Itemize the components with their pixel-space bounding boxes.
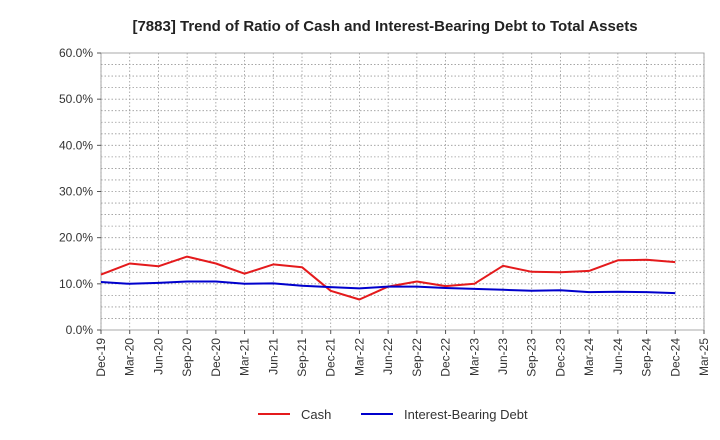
- x-tick-label: Jun-20: [151, 338, 165, 375]
- x-tick-label: Sep-23: [525, 338, 539, 377]
- y-tick-label: 20.0%: [59, 231, 93, 245]
- x-tick-label: Jun-23: [496, 338, 510, 375]
- x-tick-label: Dec-22: [439, 338, 453, 377]
- x-tick-label: Sep-20: [180, 338, 194, 377]
- x-tick-label: Mar-23: [467, 338, 481, 376]
- x-tick-label: Dec-20: [209, 338, 223, 377]
- x-tick-label: Dec-19: [94, 338, 108, 377]
- series-line-interest-bearing-debt: [100, 280, 676, 295]
- x-tick-label: Mar-24: [582, 338, 596, 376]
- legend-label-cash: Cash: [301, 407, 331, 422]
- y-tick-label: 40.0%: [59, 138, 93, 152]
- x-tick-label: Sep-22: [410, 338, 424, 377]
- x-tick-label: Dec-21: [324, 338, 338, 377]
- x-tick-label: Dec-24: [668, 338, 682, 377]
- x-tick-label: Jun-21: [266, 338, 280, 375]
- y-tick-label: 50.0%: [59, 92, 93, 106]
- chart-title: [7883] Trend of Ratio of Cash and Intere…: [132, 18, 637, 35]
- legend: Cash Interest-Bearing Debt: [258, 407, 528, 422]
- series-lines: [100, 255, 676, 301]
- legend-label-interest-bearing-debt: Interest-Bearing Debt: [404, 407, 528, 422]
- y-tick-label: 30.0%: [59, 185, 93, 199]
- y-tick-label: 0.0%: [66, 323, 94, 337]
- x-tick-label: Dec-23: [553, 338, 567, 377]
- x-tick-label: Mar-25: [697, 338, 711, 376]
- x-tick-label: Jun-22: [381, 338, 395, 375]
- x-tick-label: Mar-20: [123, 338, 137, 376]
- x-tick-label: Jun-24: [611, 338, 625, 375]
- x-tick-label: Sep-21: [295, 338, 309, 377]
- x-tick-label: Sep-24: [640, 338, 654, 377]
- y-axis: 0.0% 10.0% 20.0% 30.0% 40.0% 50.0% 60.0%: [59, 46, 101, 337]
- y-tick-label: 10.0%: [59, 277, 93, 291]
- y-tick-label: 60.0%: [59, 46, 93, 60]
- x-tick-label: Mar-21: [238, 338, 252, 376]
- x-axis: Dec-19 Mar-20 Jun-20 Sep-20 Dec-20 Mar-21 Jun-…: [94, 330, 711, 377]
- x-tick-label: Mar-22: [352, 338, 366, 376]
